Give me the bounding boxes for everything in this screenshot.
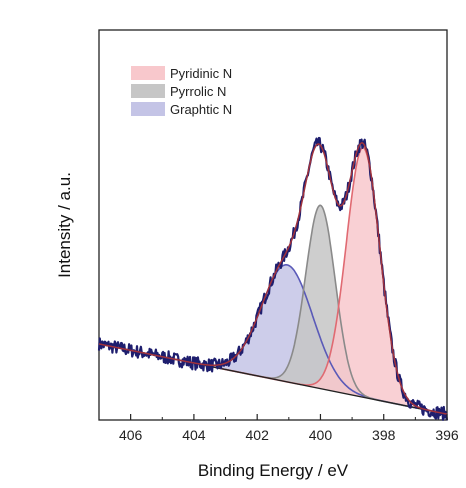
peak-fill-graphtic-n bbox=[99, 264, 447, 415]
peak-fills bbox=[99, 147, 447, 415]
legend-label-graphtic-n: Graphtic N bbox=[170, 102, 232, 117]
x-tick-label: 398 bbox=[372, 427, 396, 443]
y-axis-label: Intensity / a.u. bbox=[55, 172, 74, 278]
peak-fill-pyridinic-n bbox=[99, 147, 447, 415]
x-tick-label: 400 bbox=[309, 427, 333, 443]
legend-swatch-pyrrolic-n bbox=[131, 84, 165, 98]
legend-label-pyridinic-n: Pyridinic N bbox=[170, 66, 232, 81]
legend: Pyridinic N Pyrrolic N Graphtic N bbox=[131, 66, 232, 117]
x-tick-label: 402 bbox=[246, 427, 270, 443]
x-axis-label: Binding Energy / eV bbox=[198, 461, 349, 480]
x-tick-label: 396 bbox=[435, 427, 459, 443]
x-axis-ticks: 406 404 402 400 398 396 bbox=[119, 414, 459, 443]
peak-lines bbox=[97, 136, 449, 421]
x-tick-label: 406 bbox=[119, 427, 143, 443]
x-tick-label: 404 bbox=[182, 427, 206, 443]
legend-label-pyrrolic-n: Pyrrolic N bbox=[170, 84, 226, 99]
legend-swatch-graphtic-n bbox=[131, 102, 165, 116]
fit-envelope-line bbox=[98, 142, 448, 415]
legend-swatch-pyridinic-n bbox=[131, 66, 165, 80]
